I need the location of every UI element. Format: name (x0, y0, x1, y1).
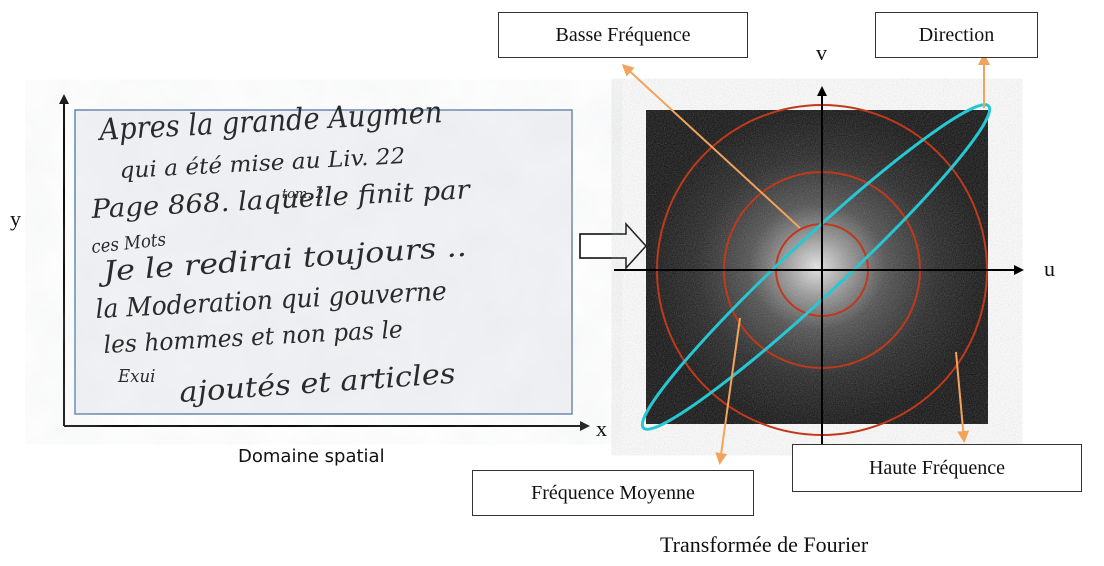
medium-frequency-label: Fréquence Moyenne (472, 470, 754, 516)
spatial-caption: Domaine spatial (238, 446, 385, 467)
medium-frequency-arrow (715, 317, 741, 465)
direction-ellipse (640, 103, 992, 431)
fourier-spectrum (640, 103, 992, 436)
fourier-u-label: u (1044, 256, 1055, 281)
spatial-y-label: y (10, 206, 21, 231)
low-frequency-arrow (621, 63, 801, 229)
transform-arrow (579, 222, 648, 270)
fourier-caption: Transformée de Fourier (660, 532, 869, 557)
direction-label: Direction (875, 12, 1038, 58)
high-frequency-arrow (955, 351, 970, 443)
fourier-v-label: v (816, 40, 827, 65)
spatial-x-label: x (596, 416, 607, 441)
high-frequency-label: Haute Fréquence (792, 444, 1082, 492)
handwriting-line: Exui (117, 366, 155, 387)
low-frequency-label: Basse Fréquence (498, 12, 748, 58)
handwriting-note: tom. 2 (282, 187, 324, 202)
